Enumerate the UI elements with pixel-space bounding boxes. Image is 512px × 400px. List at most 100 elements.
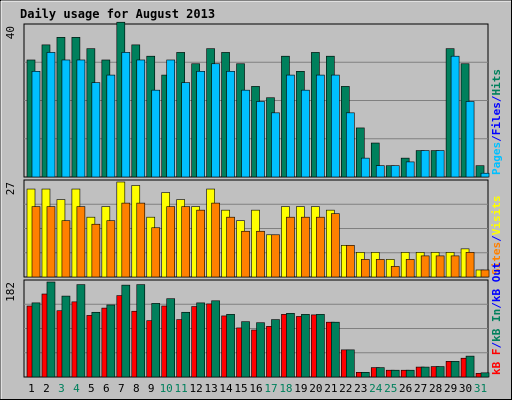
x-tick-label: 16 [249,382,262,395]
legend: Pages/Files/Hits [490,69,503,175]
bar [360,157,370,178]
bar [435,255,445,278]
bar [301,216,310,278]
bar [331,213,340,278]
legend-entry: Hits [490,69,503,96]
x-tick-label: 7 [118,382,125,395]
legend-entry: Visits [490,196,503,236]
bar [61,295,71,378]
x-tick-label: 20 [309,382,322,395]
bar [31,206,41,278]
y-axis-max-label: 27 [4,182,17,195]
bar [346,349,355,378]
bar [271,319,280,378]
bar [31,302,41,378]
x-tick-label: 29 [444,382,457,395]
legend: kB F/kB In/kB Out [490,262,503,375]
bar [450,55,460,178]
y-axis-max-label: 182 [4,282,17,302]
x-tick-label: 1 [28,382,35,395]
x-tick-label: 9 [148,382,155,395]
bar [360,371,370,378]
bar [256,322,265,378]
bar [226,314,235,378]
bar [46,52,56,178]
legend-entry: kB F [490,349,503,376]
bar [106,304,116,378]
bar [465,252,475,278]
bar [375,367,385,378]
x-tick-label: 11 [175,382,188,395]
bar [301,89,310,178]
bar [316,74,325,178]
x-tick-label: 15 [234,382,247,395]
bar [121,52,131,178]
bar [331,321,340,378]
bar [61,59,71,178]
bar [435,150,445,178]
legend-entry: kB Out [490,262,503,302]
bar [286,74,295,178]
bar [211,63,220,178]
bar [91,82,101,178]
bar [241,230,250,278]
x-tick-label: 19 [294,382,307,395]
bar [196,209,205,278]
bar [271,112,280,178]
bar [121,202,131,278]
bar [166,206,176,278]
bar [405,161,415,178]
bar [355,127,365,178]
bar [166,298,176,378]
bar [76,59,86,178]
x-tick-label: 8 [133,382,140,395]
bar [166,59,176,178]
bar [420,150,430,178]
bar [465,355,475,378]
bar [405,369,415,378]
legend-entry: Files [490,102,503,135]
x-tick-label: 13 [204,382,217,395]
bar [136,284,146,378]
bar [106,74,116,178]
bar [316,314,325,378]
x-tick-label: 6 [103,382,110,395]
bar [76,284,86,378]
legend-entry: Pages [490,142,503,175]
bar [196,302,205,378]
x-tick-label: 24 [369,382,383,395]
bar [106,220,116,278]
x-tick-label: 21 [324,382,337,395]
bar [136,202,146,278]
bar [256,230,265,278]
bar [480,172,490,178]
x-tick-label: 5 [88,382,95,395]
bar [375,259,385,278]
bar [271,234,280,278]
bar [136,59,146,178]
bar [226,216,235,278]
bar [475,165,485,178]
bar [151,227,161,278]
bar [390,369,400,378]
bar [301,314,310,378]
bar [405,259,415,278]
bar [360,259,370,278]
bar [370,142,380,178]
bar [121,284,131,378]
x-tick-label: 4 [73,382,80,395]
bar [450,255,460,278]
bar [211,202,220,278]
bar [390,266,400,278]
bar [480,372,490,378]
x-tick-label: 30 [459,382,472,395]
bar [450,361,460,378]
bar [346,245,355,278]
x-tick-label: 17 [264,382,277,395]
bar [420,255,430,278]
x-tick-label: 25 [384,382,397,395]
x-tick-label: 27 [414,382,427,395]
bar [151,89,161,178]
chart-title: Daily usage for August 2013 [20,7,215,21]
